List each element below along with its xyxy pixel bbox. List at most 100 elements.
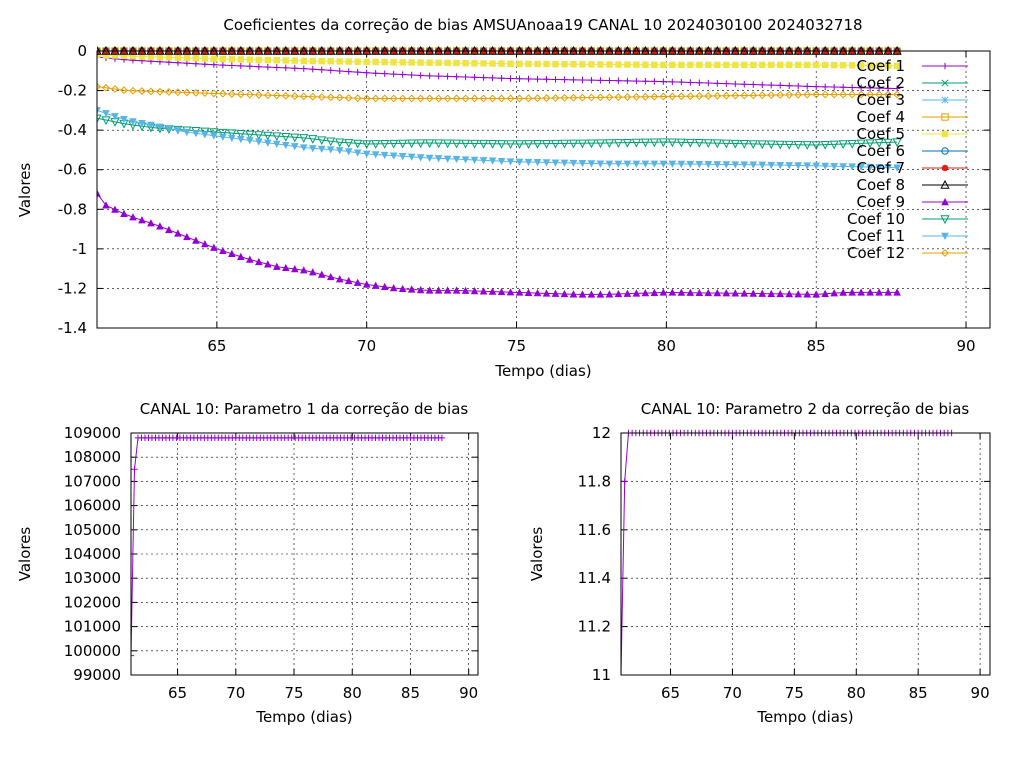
coef-9-point xyxy=(632,289,641,297)
coef-12-point xyxy=(434,94,443,103)
coef-11-point xyxy=(578,160,587,168)
coef-12-point xyxy=(299,92,308,101)
coef-10-point xyxy=(442,139,453,149)
coef-5-point xyxy=(552,60,559,68)
legend-swatch-marker xyxy=(941,198,949,206)
coef-12-point xyxy=(695,92,704,100)
coef-11-point xyxy=(686,160,695,169)
y-tick-label: 11.2 xyxy=(578,618,611,636)
coef-5-point xyxy=(192,55,200,62)
coef-11-point xyxy=(524,158,533,167)
chart-title: Coeficientes da correção de bias AMSUAno… xyxy=(223,16,862,34)
series-layer xyxy=(97,45,902,298)
coef-10-point xyxy=(649,138,660,148)
coef-9-point xyxy=(578,290,587,298)
coef-9-point xyxy=(704,288,713,297)
coef-5-point xyxy=(111,52,119,59)
x-axis-label: Tempo (dias) xyxy=(494,362,591,380)
coef-1-point xyxy=(705,79,712,87)
coef-12-point xyxy=(812,90,821,99)
legend-swatch-marker xyxy=(941,130,949,138)
coef-12-point xyxy=(290,92,299,101)
coef-12-point xyxy=(704,92,713,100)
coef-11-series xyxy=(97,107,901,172)
coef-5-point xyxy=(399,59,406,66)
coef-10-point xyxy=(532,140,543,149)
coef-5-point xyxy=(812,61,820,69)
coef-10-point xyxy=(811,141,821,151)
y-tick-label: 103000 xyxy=(64,569,121,587)
coef-5-point xyxy=(866,62,874,69)
coef-9-point xyxy=(335,275,344,283)
coef-9-point xyxy=(560,289,569,298)
coef-1-point xyxy=(219,61,227,69)
coef-1-point xyxy=(408,71,415,79)
coef-11-point xyxy=(704,161,713,169)
coef-11-point xyxy=(569,159,578,168)
coef-11-point xyxy=(416,154,425,162)
y-axis-label: Valores xyxy=(16,527,34,582)
coef-5-point xyxy=(615,61,622,68)
coef-1-point xyxy=(309,66,316,73)
coef-10-point xyxy=(97,114,102,124)
coef-1-point xyxy=(642,78,649,85)
coef-9-point xyxy=(659,288,668,296)
y-tick-label: 105000 xyxy=(64,521,121,539)
coef-5-point xyxy=(183,54,191,62)
coef-5-point xyxy=(426,59,433,66)
series-1-point xyxy=(621,478,628,485)
coef-9-point xyxy=(497,287,506,296)
coef-12-point xyxy=(641,92,650,101)
coef-10-point xyxy=(416,139,426,149)
coef-5-point xyxy=(839,61,847,69)
coef-1-point xyxy=(426,72,433,80)
coef-9-point xyxy=(470,287,479,295)
coef-5-point xyxy=(156,53,164,61)
coef-5-point xyxy=(480,60,487,67)
coef-10-point xyxy=(622,138,633,148)
coef-12-point xyxy=(587,93,596,102)
coef-10-point xyxy=(514,140,525,150)
coef-9-point xyxy=(785,290,794,298)
coef-11-point xyxy=(425,154,434,162)
coef-11-point xyxy=(632,160,641,168)
coef-1-point xyxy=(857,84,865,91)
coef-5-point xyxy=(417,59,424,66)
coef-9-point xyxy=(623,289,632,297)
coef-12-point xyxy=(344,93,353,102)
coef-10-point xyxy=(451,139,462,149)
coef-1-point xyxy=(597,77,604,84)
x-tick-label: 90 xyxy=(459,684,478,702)
coef-1-point xyxy=(246,63,254,70)
coef-5-point xyxy=(201,55,209,62)
coef-11-point xyxy=(290,143,299,151)
coef-10-point xyxy=(407,139,417,149)
coef-10-point xyxy=(344,139,354,148)
coef-10-point xyxy=(586,139,597,149)
coef-12-point xyxy=(254,91,263,99)
grid xyxy=(621,432,990,676)
coef-12-point xyxy=(794,90,803,99)
y-tick-label: -0.4 xyxy=(58,121,87,139)
coef-11-point xyxy=(560,159,569,167)
coef-10-point xyxy=(245,130,255,140)
coef-12-point xyxy=(335,93,344,102)
coef-5-point xyxy=(147,53,155,60)
coef-10-point xyxy=(281,132,291,142)
coef-9-point xyxy=(138,216,146,224)
coef-5-point xyxy=(804,61,811,69)
coef-11-point xyxy=(443,155,452,163)
coef-10-point xyxy=(433,139,444,149)
coef-12-point xyxy=(875,90,884,99)
coef-9-point xyxy=(147,219,155,227)
coef-11-line xyxy=(97,109,898,169)
coef-12-point xyxy=(416,94,425,103)
coef-9-point xyxy=(102,201,110,209)
coef-11-point xyxy=(893,164,901,172)
coef-11-point xyxy=(848,163,856,171)
coef-12-point xyxy=(156,87,164,96)
coef-5-point xyxy=(507,60,514,67)
coef-10-point xyxy=(389,139,399,149)
coef-9-point xyxy=(192,236,200,244)
